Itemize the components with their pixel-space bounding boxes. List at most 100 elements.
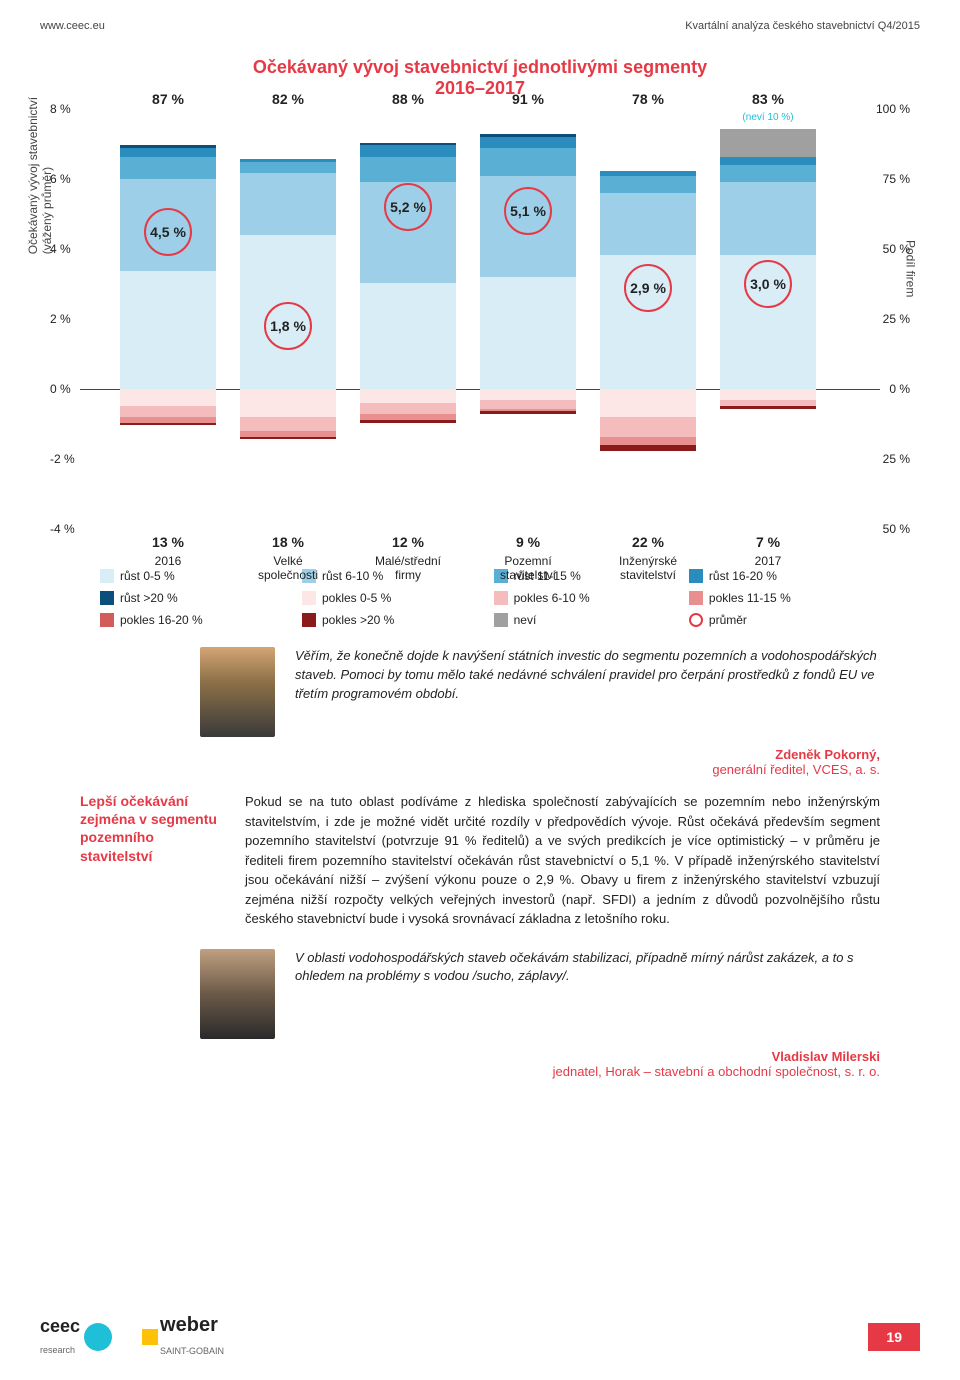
bar-segment bbox=[600, 193, 696, 255]
ceec-sub: research bbox=[40, 1345, 75, 1355]
bar-bot-pct: 9 % bbox=[478, 534, 578, 550]
y-right-tick: 50 % bbox=[883, 242, 910, 256]
bar-segment bbox=[480, 148, 576, 176]
bar-segment bbox=[720, 165, 816, 182]
bar-segment bbox=[720, 182, 816, 255]
quote-text-2: V oblasti vodohospodářských staveb očeká… bbox=[295, 949, 880, 1039]
attr1-role: generální ředitel, VCES, a. s. bbox=[712, 762, 880, 777]
bar-segment bbox=[120, 423, 216, 426]
bar-segment bbox=[120, 406, 216, 417]
y-right-tick: 75 % bbox=[883, 172, 910, 186]
bar-segment bbox=[360, 420, 456, 423]
bar-segment bbox=[480, 389, 576, 400]
x-label: Malé/střednífirmy bbox=[358, 554, 458, 582]
y-right-tick: 100 % bbox=[876, 102, 910, 116]
bar-segment bbox=[600, 417, 696, 437]
bar-segment bbox=[600, 437, 696, 445]
y-left-tick: 0 % bbox=[50, 382, 71, 396]
bar-segment bbox=[480, 277, 576, 389]
bar-bot-pct: 12 % bbox=[358, 534, 458, 550]
bar-segment bbox=[240, 437, 336, 440]
attribution-2: Vladislav Milerski jednatel, Horak – sta… bbox=[40, 1049, 880, 1079]
bar-segment bbox=[240, 162, 336, 173]
legend-swatch bbox=[302, 613, 316, 627]
avg-marker: 1,8 % bbox=[264, 302, 312, 350]
legend-label: pokles >20 % bbox=[322, 613, 394, 627]
bar-top-pct: 78 % bbox=[598, 91, 698, 107]
weber-text: weber bbox=[160, 1314, 218, 1336]
bar-segment bbox=[360, 145, 456, 156]
bar-segment bbox=[120, 148, 216, 156]
avg-marker: 2,9 % bbox=[624, 264, 672, 312]
avg-marker: 5,1 % bbox=[504, 187, 552, 235]
bar-segment bbox=[360, 283, 456, 389]
legend-label: průměr bbox=[709, 613, 747, 627]
bar-segment bbox=[600, 171, 696, 177]
legend-item: pokles 6-10 % bbox=[494, 591, 659, 605]
legend-item: průměr bbox=[689, 613, 860, 627]
side-col: Lepší očekávání zejména v segmentu pozem… bbox=[80, 792, 230, 929]
y-right-tick: 25 % bbox=[883, 312, 910, 326]
bar-bot-pct: 7 % bbox=[718, 534, 818, 550]
chart: Očekávaný vývoj stavebnictví(vážený prům… bbox=[80, 109, 880, 529]
bar-segment bbox=[120, 389, 216, 406]
legend-label: pokles 16-20 % bbox=[120, 613, 203, 627]
quote-block-2: V oblasti vodohospodářských staveb očeká… bbox=[200, 949, 880, 1039]
attr1-name: Zdeněk Pokorný, bbox=[775, 747, 880, 762]
header: www.ceec.eu Kvartální analýza českého st… bbox=[40, 20, 920, 32]
legend-item: růst 16-20 % bbox=[689, 569, 860, 583]
bar-top-pct: 83 %(neví 10 %) bbox=[718, 91, 818, 123]
y-left-tick: 6 % bbox=[50, 172, 71, 186]
bar-segment bbox=[240, 389, 336, 417]
bar-segment bbox=[360, 403, 456, 414]
x-label: 2016 bbox=[118, 554, 218, 568]
legend-label: růst >20 % bbox=[120, 591, 178, 605]
attr2-role: jednatel, Horak – stavební a obchodní sp… bbox=[553, 1064, 880, 1079]
y-right-tick: 25 % bbox=[883, 452, 910, 466]
quote-text-1: Věřím, že konečně dojde k navýšení státn… bbox=[295, 647, 880, 737]
bar-segment bbox=[240, 159, 336, 162]
y-left-tick: -4 % bbox=[50, 522, 75, 536]
portrait-2 bbox=[200, 949, 275, 1039]
y-left-tick: 2 % bbox=[50, 312, 71, 326]
legend-swatch bbox=[100, 591, 114, 605]
legend-item: pokles 16-20 % bbox=[100, 613, 272, 627]
bar-segment bbox=[600, 389, 696, 417]
ceec-bubble-icon bbox=[84, 1323, 112, 1351]
bar-segment bbox=[720, 129, 816, 157]
bar-segment bbox=[480, 400, 576, 408]
bar-bot-pct: 13 % bbox=[118, 534, 218, 550]
legend-label: pokles 0-5 % bbox=[322, 591, 391, 605]
legend-item: pokles 11-15 % bbox=[689, 591, 860, 605]
x-label: 2017 bbox=[718, 554, 818, 568]
bar-segment bbox=[360, 389, 456, 403]
y-left-tick: -2 % bbox=[50, 452, 75, 466]
weber-sub: SAINT-GOBAIN bbox=[160, 1346, 224, 1356]
y-left-tick: 4 % bbox=[50, 242, 71, 256]
x-label: Pozemnístavitelství bbox=[478, 554, 578, 582]
bar-segment bbox=[600, 445, 696, 451]
legend-label: neví bbox=[514, 613, 537, 627]
x-label: Velkéspolečnosti bbox=[238, 554, 338, 582]
bar-top-pct: 91 % bbox=[478, 91, 578, 107]
bar-bot-pct: 22 % bbox=[598, 534, 698, 550]
legend-item: neví bbox=[494, 613, 659, 627]
bar-segment bbox=[720, 406, 816, 409]
bar-top-pct: 87 % bbox=[118, 91, 218, 107]
logo-weber: weber SAINT-GOBAIN bbox=[142, 1314, 224, 1360]
header-url: www.ceec.eu bbox=[40, 20, 105, 32]
legend-swatch bbox=[302, 591, 316, 605]
avg-marker: 5,2 % bbox=[384, 183, 432, 231]
quote-block-1: Věřím, že konečně dojde k navýšení státn… bbox=[200, 647, 880, 737]
bar-segment bbox=[120, 157, 216, 179]
legend-swatch bbox=[494, 613, 508, 627]
legend-label: pokles 11-15 % bbox=[709, 591, 791, 605]
y-right-tick: 50 % bbox=[883, 522, 910, 536]
y-right-tick: 0 % bbox=[889, 382, 910, 396]
logo-ceec: ceec research bbox=[40, 1316, 112, 1358]
x-label: Inženýrskéstavitelství bbox=[598, 554, 698, 582]
bar-segment bbox=[480, 137, 576, 148]
bar-segment bbox=[360, 157, 456, 182]
bar-top-pct: 82 % bbox=[238, 91, 338, 107]
bar-segment bbox=[720, 389, 816, 400]
